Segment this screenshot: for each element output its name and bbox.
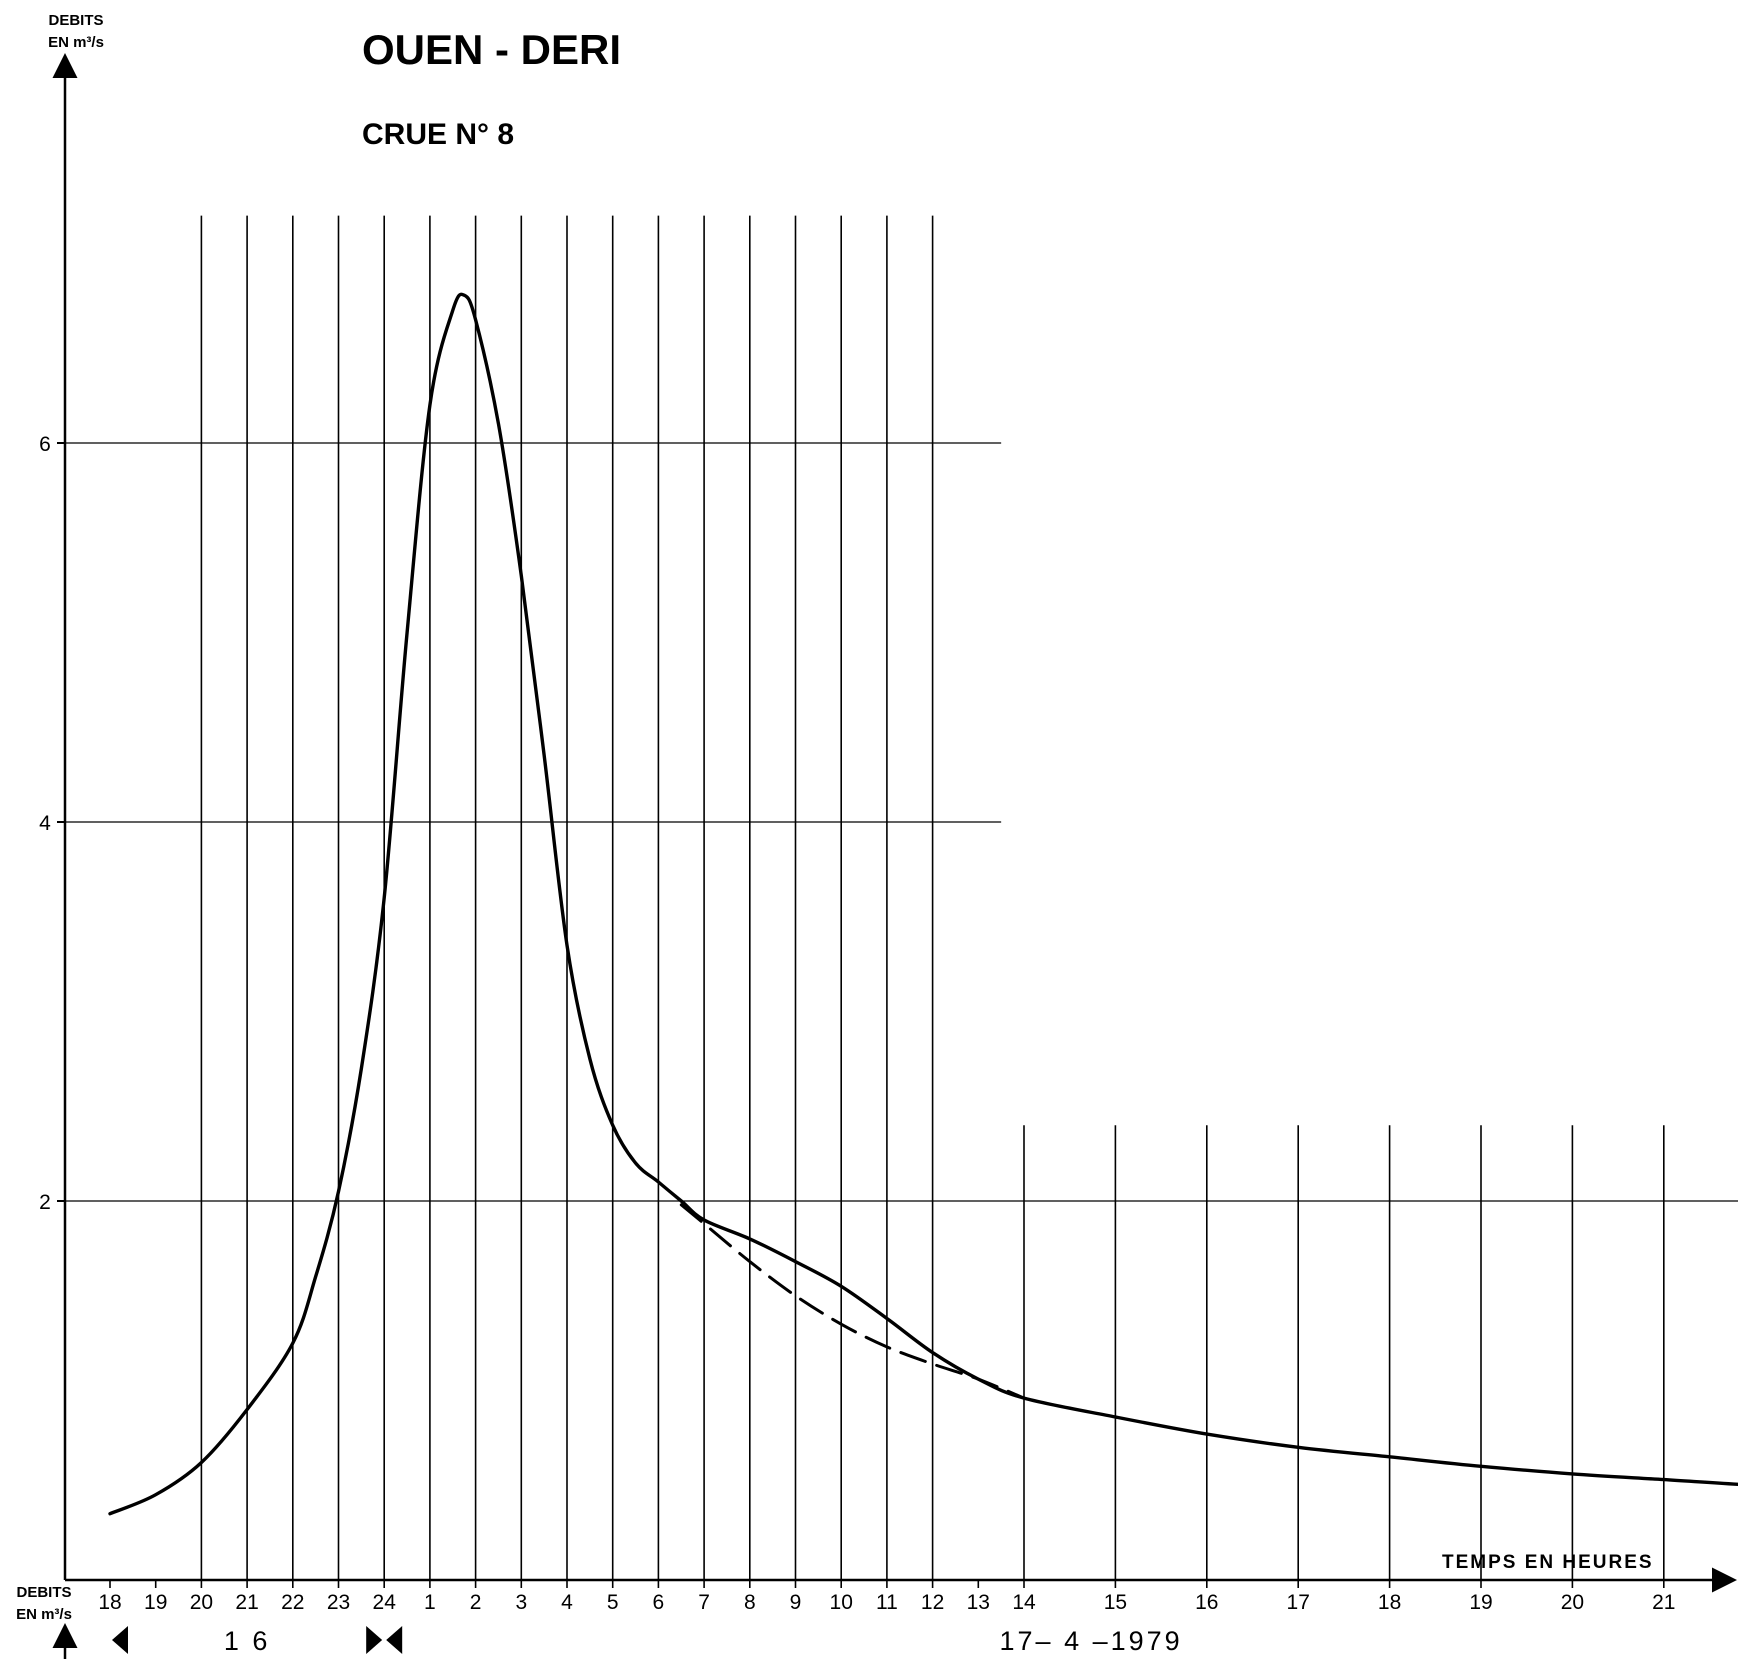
x-ticks: 18 19 20 21 22 23 24 1 2 3 4 5 6 7 8 9 10 11 12 13 14 15 16 17 1… xyxy=(98,1580,1675,1614)
grid xyxy=(65,215,1738,1580)
chart-title: OUEN - DERI xyxy=(362,26,621,73)
x-tick-label: 9 xyxy=(790,1591,802,1614)
x-tick-label: 1 xyxy=(424,1591,436,1614)
x-tick-label: 11 xyxy=(876,1591,898,1614)
series xyxy=(108,292,1738,1516)
x-tick-label: 21 xyxy=(235,1591,258,1614)
x-tick-label: 20 xyxy=(190,1591,213,1614)
x-tick-label: 22 xyxy=(281,1591,304,1614)
x-axis-label: TEMPS EN HEURES xyxy=(1442,1552,1654,1573)
x-tick-label: 19 xyxy=(1469,1591,1492,1614)
y-tick-label: 6 xyxy=(39,433,51,456)
x-tick-label: 17 xyxy=(1287,1591,1310,1614)
x-tick-label: 21 xyxy=(1652,1591,1675,1614)
date-label: 17– 4 –1979 xyxy=(1000,1626,1183,1656)
x-tick-label: 3 xyxy=(515,1591,527,1614)
x-tick-label: 20 xyxy=(1561,1591,1584,1614)
y-ticks: 2 4 6 xyxy=(39,433,65,1214)
x-tick-label: 18 xyxy=(1378,1591,1401,1614)
x-tick-label: 15 xyxy=(1104,1591,1127,1614)
x-tick-label: 4 xyxy=(561,1591,573,1614)
x-tick-label: 13 xyxy=(967,1591,990,1614)
y-axis-label-line-2: EN m³/s xyxy=(48,34,104,51)
y-tick-label: 4 xyxy=(39,812,51,835)
y-tick-label: 2 xyxy=(39,1191,51,1214)
x-tick-label: 19 xyxy=(144,1591,167,1614)
x-tick-label: 16 xyxy=(1195,1591,1218,1614)
x-tick-label: 12 xyxy=(921,1591,944,1614)
date-range-start-arrow xyxy=(386,1626,403,1654)
date-range-start-arrow xyxy=(112,1626,128,1654)
x-tick-label: 18 xyxy=(98,1591,121,1614)
date-band: 1 6 17– 4 –1979 xyxy=(112,1626,1183,1656)
x-tick-label: 5 xyxy=(607,1591,619,1614)
x-tick-label: 8 xyxy=(744,1591,756,1614)
chart-subtitle: CRUE N° 8 xyxy=(362,118,514,151)
date-label: 1 6 xyxy=(224,1626,271,1656)
x-tick-label: 7 xyxy=(698,1591,710,1614)
lower-y-axis-label-line-2: EN m³/s xyxy=(16,1606,72,1623)
x-tick-label: 23 xyxy=(327,1591,350,1614)
lower-y-axis-label-line-1: DEBITS xyxy=(16,1584,71,1601)
x-tick-label: 10 xyxy=(830,1591,853,1614)
x-tick-label: 2 xyxy=(470,1591,482,1614)
date-range-end-arrow xyxy=(366,1626,383,1654)
hydrograph-line xyxy=(108,292,1738,1516)
hydrograph-line-dashed xyxy=(679,1203,1026,1400)
x-tick-label: 6 xyxy=(653,1591,665,1614)
x-tick-label: 24 xyxy=(373,1591,397,1614)
x-tick-label: 14 xyxy=(1012,1591,1036,1614)
y-axis-label-line-1: DEBITS xyxy=(48,12,103,29)
